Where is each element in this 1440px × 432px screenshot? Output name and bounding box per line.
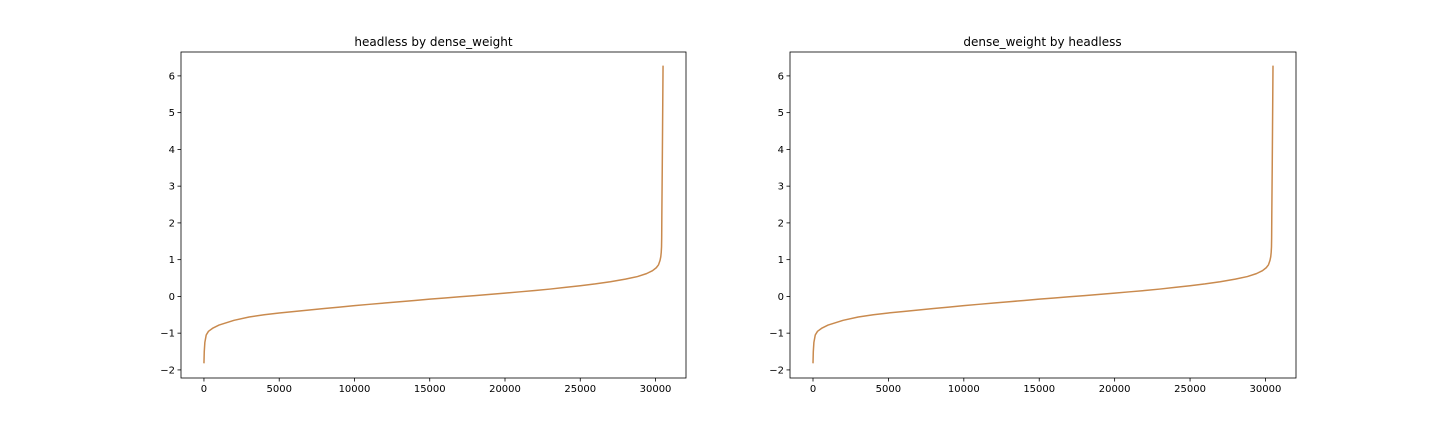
x-tick-label: 30000 <box>1250 384 1282 395</box>
y-tick-label: 6 <box>778 71 784 82</box>
x-tick-label: 0 <box>810 384 816 395</box>
x-tick-label: 25000 <box>1174 384 1206 395</box>
y-tick-label: 1 <box>778 255 784 266</box>
series-line <box>812 65 1274 364</box>
y-tick-label: −2 <box>160 365 175 376</box>
chart-right: dense_weight by headless 0 5000 10000 15000… <box>769 35 1297 395</box>
x-tick-label: 10000 <box>948 384 980 395</box>
chart-title: headless by dense_weight <box>354 35 513 49</box>
chart-left: headless by dense_weight 0 5000 10000 15000… <box>160 35 687 395</box>
plot-frame <box>789 51 1297 379</box>
x-tick-label: 20000 <box>489 384 521 395</box>
x-tick-label: 30000 <box>640 384 672 395</box>
y-tick-label: −2 <box>769 365 784 376</box>
series-line <box>203 65 664 364</box>
y-tick-label: 5 <box>169 108 175 119</box>
x-tick-label: 20000 <box>1099 384 1131 395</box>
y-tick-label: 0 <box>169 292 175 303</box>
x-tick-label: 5000 <box>876 384 901 395</box>
x-tick-label: 5000 <box>266 384 291 395</box>
y-tick-label: 4 <box>169 145 175 156</box>
y-tick-label: 3 <box>778 182 784 193</box>
y-tick-label: 2 <box>169 218 175 229</box>
y-tick-label: −1 <box>160 329 175 340</box>
y-tick-label: −1 <box>769 329 784 340</box>
y-tick-label: 2 <box>778 218 784 229</box>
x-tick-label: 25000 <box>564 384 596 395</box>
chart-title: dense_weight by headless <box>963 35 1121 49</box>
y-tick-label: 4 <box>778 145 784 156</box>
y-tick-label: 3 <box>169 182 175 193</box>
x-tick-label: 15000 <box>1023 384 1055 395</box>
x-tick-label: 0 <box>201 384 207 395</box>
plot-frame <box>180 51 687 379</box>
x-tick-label: 10000 <box>339 384 371 395</box>
y-tick-label: 6 <box>169 71 175 82</box>
y-tick-label: 1 <box>169 255 175 266</box>
x-tick-label: 15000 <box>414 384 446 395</box>
y-tick-label: 5 <box>778 108 784 119</box>
y-tick-label: 0 <box>778 292 784 303</box>
